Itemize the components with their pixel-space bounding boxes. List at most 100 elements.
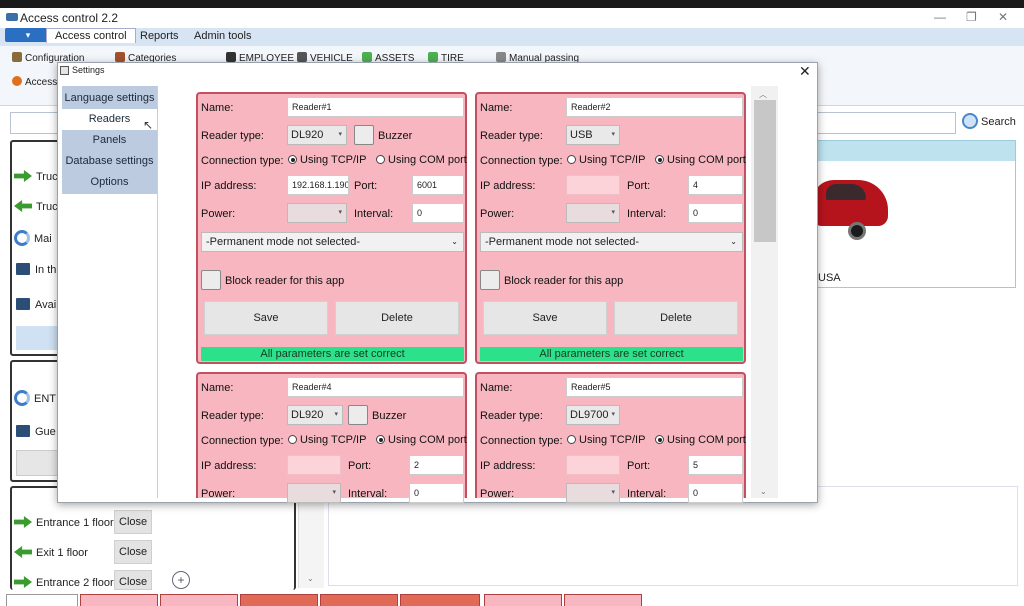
reader-name-input[interactable]: Reader#1 [287, 97, 464, 117]
reader-type-select[interactable]: DL920 ▾ [287, 405, 343, 425]
scroll-thumb[interactable] [754, 100, 776, 242]
port-input[interactable]: 4 [688, 175, 743, 195]
interval-input[interactable]: 0 [409, 483, 464, 503]
power-select[interactable]: ▾ [287, 203, 347, 223]
tcp-radio[interactable]: Using TCP/IP [567, 434, 645, 446]
list-item[interactable]: Truc [14, 170, 58, 183]
list-item[interactable]: Avai [16, 298, 56, 311]
block-reader-checkbox[interactable] [480, 270, 500, 290]
buzzer-checkbox[interactable] [354, 125, 374, 145]
com-radio[interactable]: Using COM port [655, 154, 746, 166]
ribbon-categories[interactable]: Categories [115, 52, 176, 64]
permanent-mode-select[interactable]: -Permanent mode not selected- ⌄ [201, 232, 464, 252]
bottom-tab[interactable] [400, 594, 480, 606]
ip-label: IP address: [480, 180, 536, 192]
list-item[interactable]: Mai [14, 230, 52, 246]
com-radio[interactable]: Using COM port [376, 154, 467, 166]
close-button[interactable]: Close [114, 570, 153, 590]
scroll-down-icon[interactable]: ⌄ [760, 487, 767, 496]
ip-address-input[interactable] [566, 175, 620, 195]
nav-options[interactable]: Options [90, 176, 129, 188]
delete-button[interactable]: Delete [335, 301, 459, 335]
com-radio[interactable]: Using COM port [655, 434, 746, 446]
list-item[interactable]: Gue [16, 425, 56, 438]
bottom-tab[interactable] [160, 594, 238, 606]
ribbon-manual-passing[interactable]: Manual passing [496, 52, 579, 64]
nav-panels[interactable]: Panels [92, 134, 127, 146]
port-input[interactable]: 2 [409, 455, 464, 475]
ribbon-configuration[interactable]: Configuration [12, 52, 84, 64]
com-radio[interactable]: Using COM port [376, 434, 467, 446]
power-select[interactable]: ▾ [566, 203, 620, 223]
tcp-radio[interactable]: Using TCP/IP [288, 154, 366, 166]
bottom-tab[interactable] [240, 594, 318, 606]
power-select[interactable]: ▾ [287, 483, 341, 503]
name-label: Name: [480, 382, 513, 394]
reader-name-input[interactable]: Reader#2 [566, 97, 743, 117]
scroll-up-icon[interactable]: ︿ [759, 90, 767, 99]
interval-input[interactable]: 0 [688, 483, 743, 503]
search-button[interactable]: Search [962, 113, 1016, 129]
tab-access-control[interactable]: Access control [46, 28, 136, 43]
interval-input[interactable]: 0 [412, 203, 464, 223]
reader-type-select[interactable]: DL920 ▾ [287, 125, 347, 145]
ribbon-employee[interactable]: EMPLOYEE [226, 52, 294, 64]
bottom-tab[interactable] [320, 594, 398, 606]
window-close-icon[interactable]: ✕ [998, 10, 1009, 24]
bottom-tab[interactable] [564, 594, 642, 606]
reader-type-select[interactable]: DL9700 ▾ [566, 405, 620, 425]
ribbon-tire[interactable]: TIRE [428, 52, 464, 64]
ip-address-input[interactable] [287, 455, 341, 475]
reader-card-1: Name: Reader#1 Reader type: DL920 ▾ Buzze… [196, 92, 467, 364]
nav-database-settings[interactable]: Database settings [65, 155, 154, 167]
close-button[interactable]: Close [114, 540, 153, 564]
bottom-tab[interactable] [484, 594, 562, 606]
ip-address-input[interactable]: 192.168.1.190 [287, 175, 349, 195]
reader-name-input[interactable]: Reader#4 [287, 377, 464, 397]
chevron-down-icon[interactable]: ⌄ [307, 574, 314, 583]
reader-name-input[interactable]: Reader#5 [566, 377, 743, 397]
tcp-radio[interactable]: Using TCP/IP [567, 154, 645, 166]
buzzer-label: Buzzer [378, 130, 413, 142]
save-button[interactable]: Save [204, 301, 328, 335]
nav-readers[interactable]: Readers [62, 109, 157, 130]
ribbon-assets[interactable]: ASSETS [362, 52, 414, 64]
list-item[interactable]: In th [16, 263, 56, 276]
nav-language-settings[interactable]: Language settings [64, 92, 155, 104]
block-reader-checkbox[interactable] [201, 270, 221, 290]
ribbon-access[interactable]: Access [12, 76, 57, 88]
list-item[interactable]: Truc [14, 200, 58, 213]
add-icon[interactable]: + [172, 571, 190, 589]
ribbon-vehicle[interactable]: VEHICLE [297, 52, 353, 64]
interval-label: Interval: [627, 488, 667, 500]
app-menu-dropdown[interactable]: ▾ [5, 28, 51, 42]
tab-reports[interactable]: Reports [140, 30, 179, 42]
delete-button[interactable]: Delete [614, 301, 738, 335]
panel-button[interactable] [16, 450, 58, 476]
close-button[interactable]: Close [114, 510, 153, 534]
restore-icon[interactable]: ❐ [966, 10, 977, 24]
tab-admin-tools[interactable]: Admin tools [194, 30, 252, 42]
tcp-radio[interactable]: Using TCP/IP [288, 434, 366, 446]
bottom-tab[interactable] [6, 594, 78, 606]
buzzer-checkbox[interactable] [348, 405, 368, 425]
permanent-mode-select[interactable]: -Permanent mode not selected- ⌄ [480, 232, 743, 252]
list-item-label: Truc [36, 171, 58, 183]
minimize-icon[interactable]: — [934, 10, 946, 24]
save-button[interactable]: Save [483, 301, 607, 335]
ip-address-input[interactable] [566, 455, 620, 475]
dialog-close-button[interactable]: ✕ [799, 63, 811, 79]
ribbon-label: EMPLOYEE [239, 53, 295, 64]
search-label: Search [981, 116, 1016, 128]
port-input[interactable]: 5 [688, 455, 743, 475]
port-input[interactable]: 6001 [412, 175, 464, 195]
chevron-down-icon: ▾ [611, 131, 615, 138]
app-title: Access control 2.2 [20, 11, 119, 25]
interval-input[interactable]: 0 [688, 203, 743, 223]
mouse-cursor-icon: ↖ [143, 118, 154, 132]
power-select[interactable]: ▾ [566, 483, 620, 503]
floor-scrollbar[interactable] [298, 486, 324, 588]
reader-type-select[interactable]: USB ▾ [566, 125, 620, 145]
bottom-tab[interactable] [80, 594, 158, 606]
list-item[interactable]: ENT [14, 390, 56, 406]
